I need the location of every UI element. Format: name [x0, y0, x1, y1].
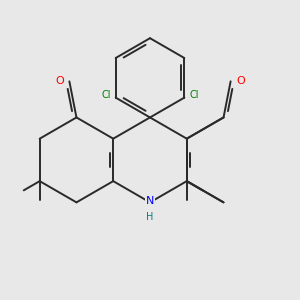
Text: O: O	[55, 76, 64, 86]
Text: Cl: Cl	[101, 90, 110, 100]
Text: Cl: Cl	[190, 90, 199, 100]
Text: N: N	[146, 196, 154, 206]
Text: O: O	[236, 76, 245, 86]
Text: H: H	[146, 212, 154, 221]
